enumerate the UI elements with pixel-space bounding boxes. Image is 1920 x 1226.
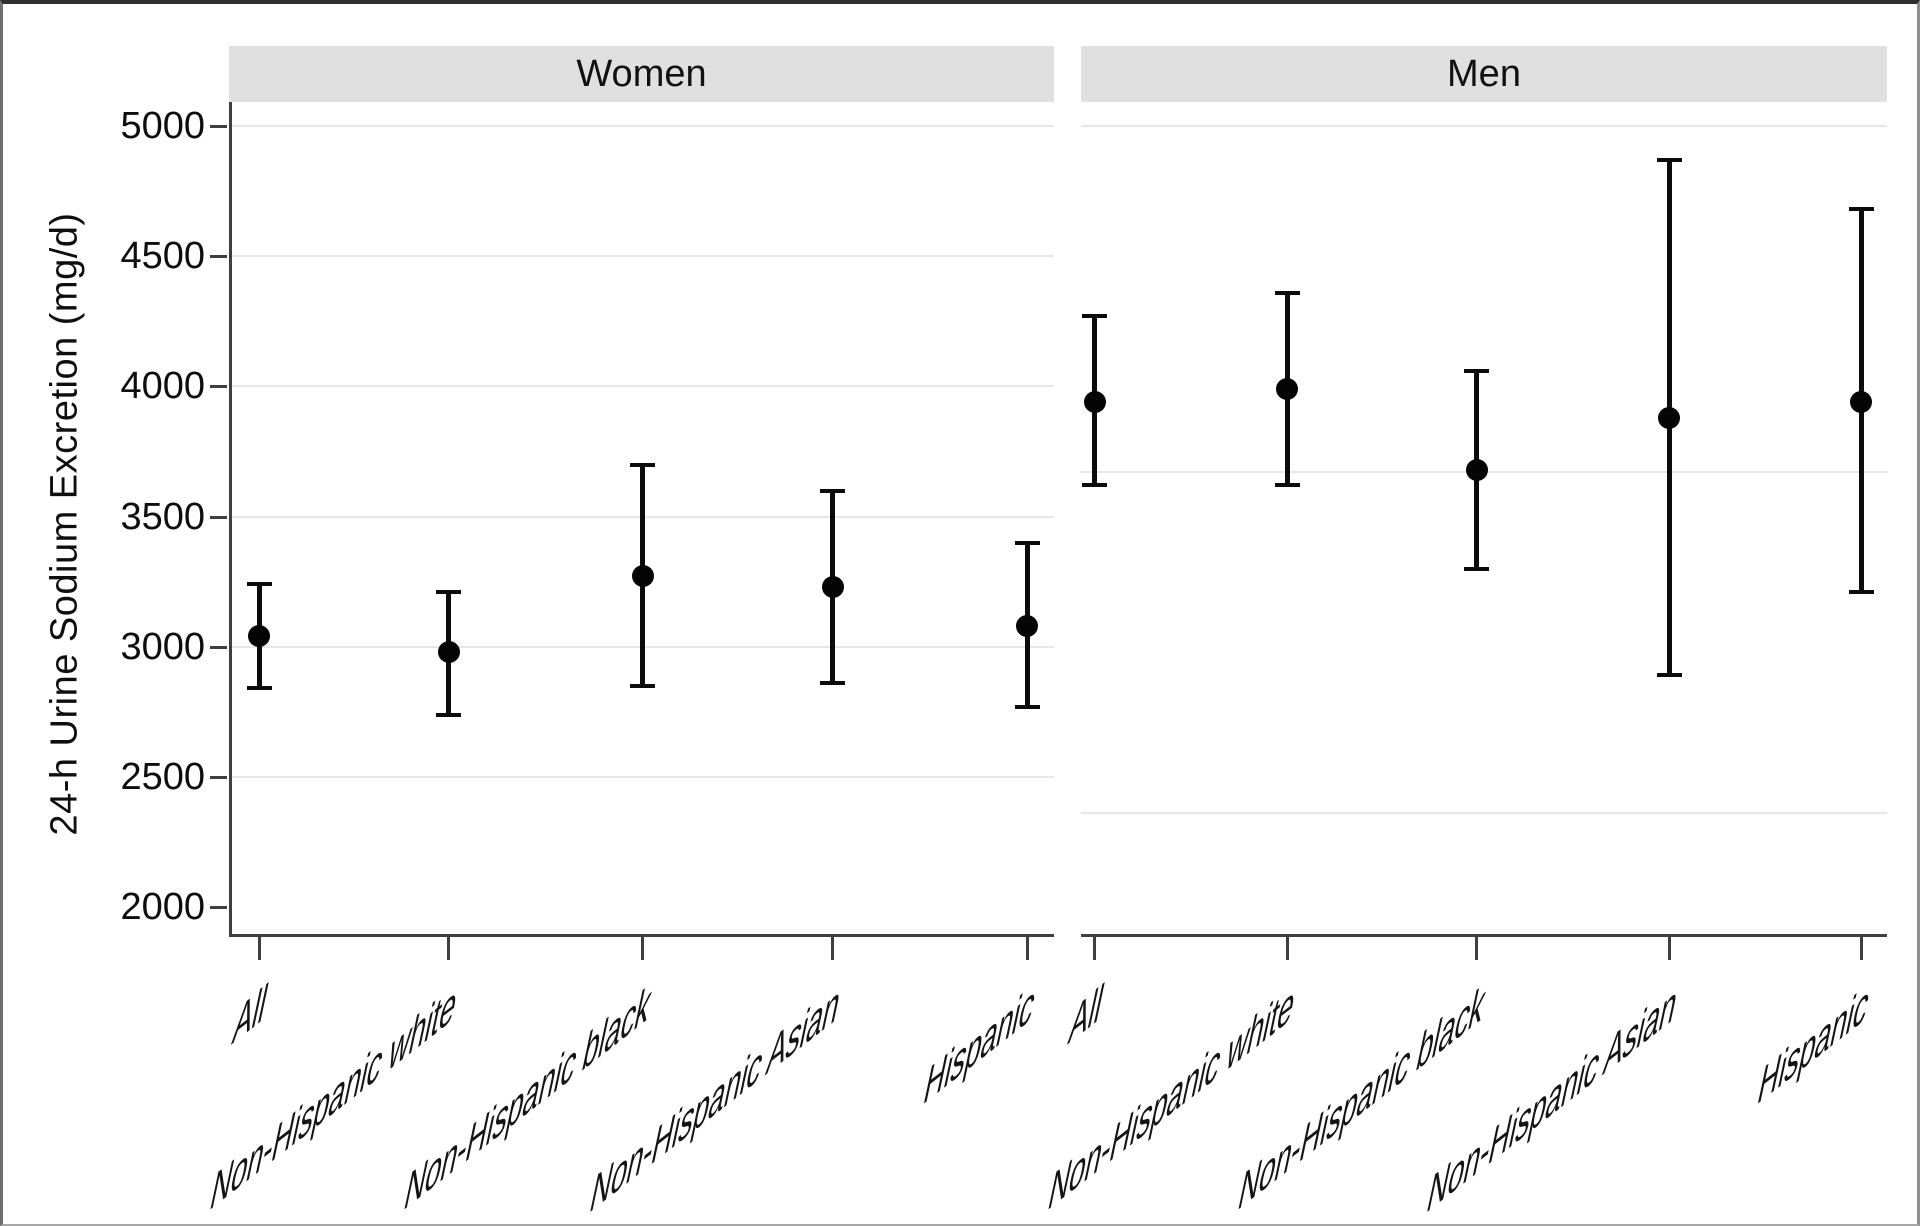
y-tick-label: 2000 — [120, 886, 205, 929]
ci-upper-cap — [1656, 157, 1682, 162]
y-tick-label: 4000 — [120, 365, 205, 408]
panel-men: Men All Non-Hispanic white Non-Hispanic bl… — [1044, 46, 1887, 1224]
x-tick-mark — [1285, 937, 1289, 960]
ci-lower-cap — [436, 712, 462, 717]
point-estimate-marker — [1276, 378, 1299, 400]
ci-lower-cap — [1656, 673, 1682, 678]
panel-women-title: Women — [576, 52, 707, 95]
x-tick-mark — [1093, 937, 1097, 960]
ci-lower-cap — [630, 683, 656, 688]
x-tick-mark — [1667, 937, 1671, 960]
y-tick-mark — [210, 255, 227, 259]
x-tick-label: All — [1063, 970, 1109, 1058]
ci-lower-cap — [820, 681, 846, 686]
y-tick-label: 3000 — [120, 625, 205, 668]
x-tick-mark — [1475, 937, 1479, 960]
ci-upper-cap — [1014, 540, 1040, 545]
ci-upper-cap — [1274, 290, 1300, 295]
panel-women-plot-area: All Non-Hispanic white Non-Hispanic black N… — [205, 102, 1054, 1224]
panel-men-plot-area: All Non-Hispanic white Non-Hispanic black N… — [1044, 102, 1887, 1224]
y-tick-mark — [210, 906, 227, 910]
point-estimate-marker — [248, 625, 271, 648]
ci-lower-cap — [1464, 566, 1490, 571]
ci-lower-cap — [1848, 590, 1874, 595]
ci-upper-cap — [246, 582, 272, 587]
ci-lower-cap — [246, 686, 272, 691]
y-tick-mark — [210, 385, 227, 389]
y-tick-label: 2500 — [120, 756, 205, 798]
horizontal-gridline — [232, 776, 1054, 778]
point-estimate-marker — [1465, 458, 1488, 481]
horizontal-gridline — [232, 125, 1054, 127]
panel-women-header: Women — [229, 46, 1054, 102]
x-tick-label: Hispanic — [919, 970, 1042, 1118]
x-tick-mark — [1859, 937, 1863, 960]
ci-upper-cap — [820, 488, 846, 493]
x-tick-mark — [1025, 937, 1029, 960]
point-estimate-marker — [821, 575, 844, 598]
ci-lower-cap — [1014, 704, 1040, 709]
ci-upper-cap — [1464, 368, 1490, 373]
ci-lower-cap — [1082, 483, 1108, 488]
x-tick-label: All — [228, 970, 274, 1058]
ci-upper-cap — [1848, 207, 1874, 212]
horizontal-gridline — [232, 255, 1054, 258]
x-tick-mark — [831, 937, 835, 960]
x-tick-label: Hispanic — [1753, 970, 1876, 1118]
ci-upper-cap — [1082, 314, 1108, 319]
y-tick-mark — [210, 645, 227, 649]
point-estimate-marker — [437, 641, 460, 663]
panel-women: Women All Non-Hispanic white Non-Hispanic … — [205, 46, 1054, 1224]
x-tick-mark — [641, 937, 645, 960]
horizontal-gridline — [1081, 125, 1887, 127]
point-estimate-marker — [1850, 391, 1873, 414]
point-estimate-marker — [631, 565, 654, 588]
point-estimate-marker — [1016, 614, 1039, 637]
horizontal-gridline — [232, 385, 1054, 388]
y-tick-label: 3500 — [120, 495, 205, 538]
y-tick-mark — [210, 125, 227, 128]
y-tick-label: 5000 — [120, 105, 205, 147]
ci-upper-cap — [436, 590, 462, 595]
y-tick-label: 4500 — [120, 235, 205, 278]
x-tick-mark — [257, 937, 261, 960]
ci-lower-cap — [1274, 483, 1300, 488]
y-tick-mark — [210, 515, 227, 519]
horizontal-gridline — [1081, 812, 1887, 815]
x-tick-mark — [447, 937, 451, 960]
ci-upper-cap — [630, 462, 656, 467]
point-estimate-marker — [1658, 406, 1681, 429]
panel-men-header: Men — [1081, 46, 1887, 102]
y-tick-mark — [210, 776, 227, 779]
panel-men-title: Men — [1447, 52, 1521, 95]
point-estimate-marker — [1083, 391, 1106, 414]
